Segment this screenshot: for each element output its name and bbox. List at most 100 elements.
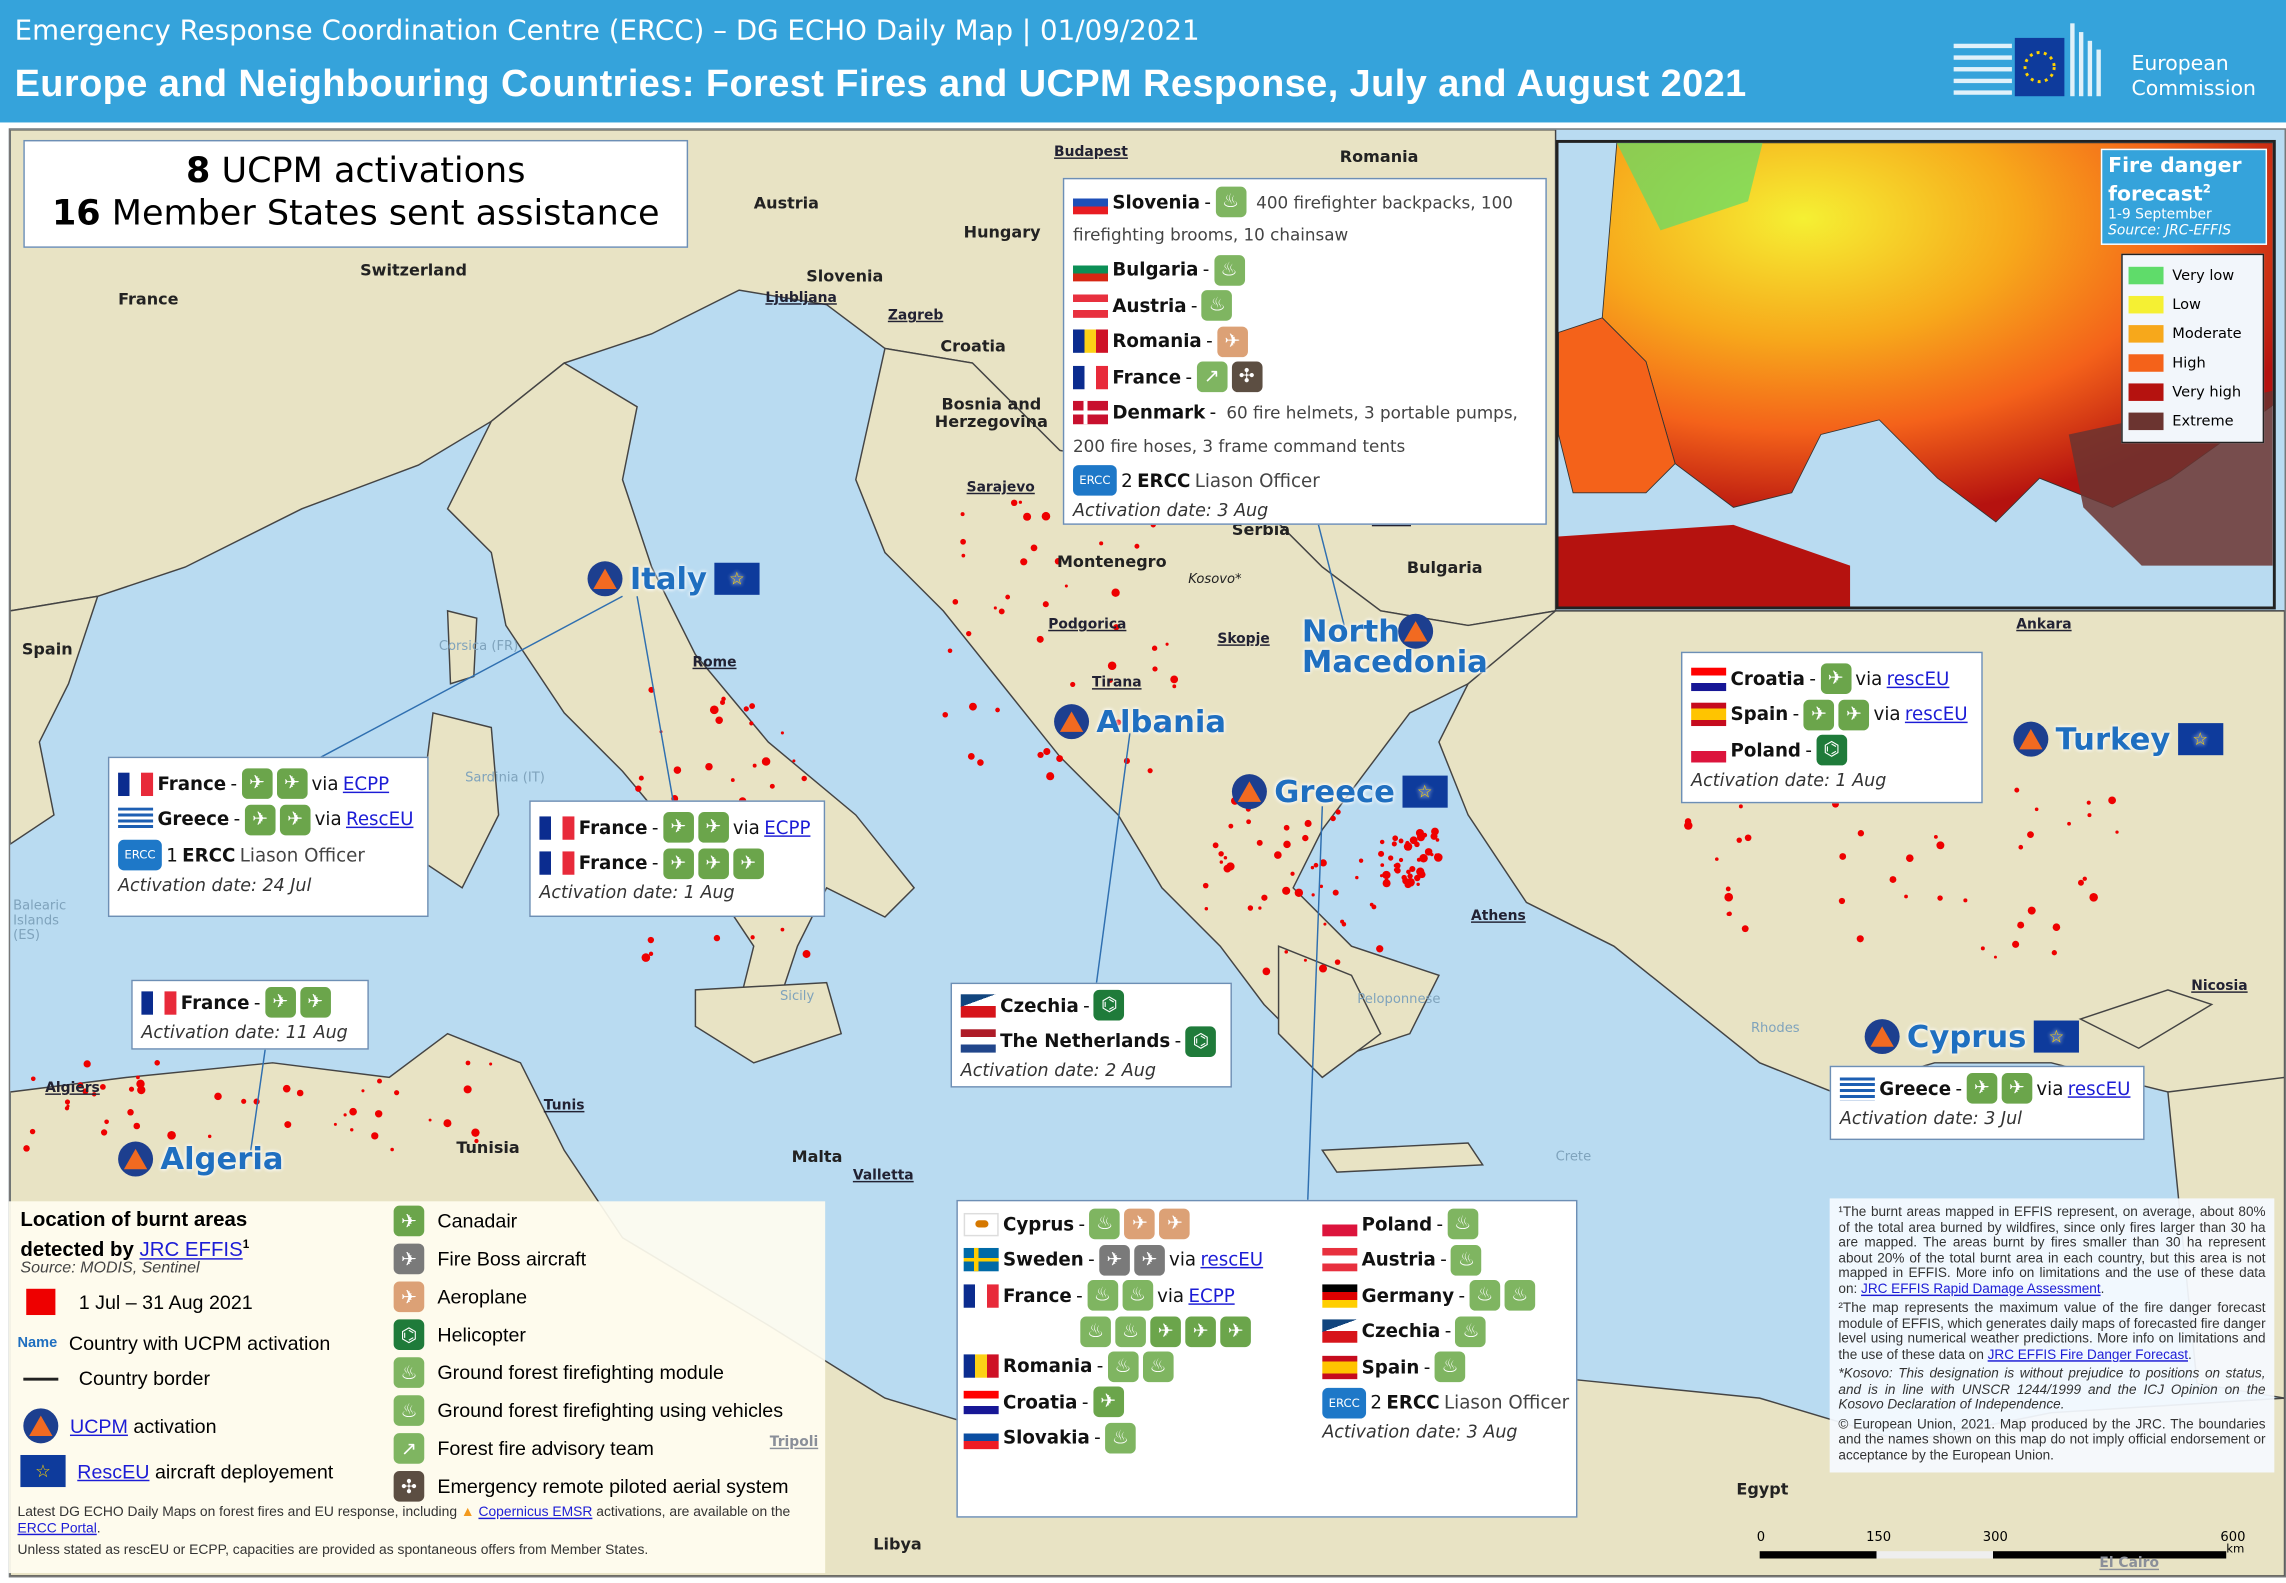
inset-source: Source: JRC-EFFIS [2108, 222, 2232, 239]
ground-firefighting-vehicles-icon: ♨ [1434, 1351, 1466, 1383]
burnt-area-dot [91, 1092, 97, 1097]
country-name: Poland [1361, 1212, 1433, 1235]
activated-country-turkey[interactable]: Turkey ☆ [2013, 721, 2223, 757]
via-label: via [1169, 1247, 1197, 1270]
ercc-text: Liason Officer [239, 843, 365, 866]
activated-country-cyprus[interactable]: Cyprus ☆ [1864, 1019, 2079, 1055]
mechanism-link[interactable]: rescEU [1904, 702, 1968, 725]
burnt-area-dot [792, 759, 796, 763]
country-name: Turkey [2055, 721, 2171, 757]
states-label: Member States sent assistance [111, 192, 660, 234]
scale-tick: 600 [2220, 1530, 2246, 1546]
copernicus-emsr-link[interactable]: Copernicus EMSR [478, 1504, 593, 1521]
dash: - [233, 807, 241, 830]
assistance-row: Croatia - ✈ via rescEU [1691, 662, 1972, 695]
via-label: via [732, 815, 760, 838]
place-label: Spain [21, 640, 73, 659]
capital-label: Tripoli [769, 1434, 819, 1451]
country-name: France [578, 815, 648, 838]
mechanism-link[interactable]: rescEU [1886, 666, 1950, 689]
mechanism-link[interactable]: ECPP [342, 771, 390, 794]
burnt-area-dot [1330, 815, 1336, 822]
country-name: Austria [1112, 293, 1187, 316]
ercc-row: ERCC 2 ERCC Liason Officer [1322, 1386, 1573, 1419]
fire-danger-class: Moderate [2128, 319, 2257, 348]
mechanism-link[interactable]: rescEU [2067, 1076, 2131, 1099]
burnt-area-dot [2017, 921, 2025, 929]
ground-firefighting-vehicles-icon: ♨ [1504, 1280, 1536, 1311]
rescue-link[interactable]: RescEU [77, 1460, 150, 1482]
burnt-area-dot [715, 716, 723, 725]
via-label: via [2036, 1076, 2064, 1099]
burnt-area-dot [2067, 821, 2071, 826]
flag-gr-icon [118, 807, 154, 832]
canadair-icon: ✈ [1966, 1073, 1998, 1104]
ercc-portal-link[interactable]: ERCC Portal [17, 1520, 97, 1537]
class-label: High [2172, 354, 2206, 372]
fire-danger-class: Very low [2128, 261, 2257, 290]
ucpm-activation-icon [1864, 1019, 1900, 1055]
forest-fire-advisory-team-icon: ↗ [393, 1432, 425, 1464]
canadair-icon: ✈ [1092, 1386, 1124, 1418]
country-name: Italy [629, 561, 707, 597]
burnt-area-dot [1744, 834, 1752, 842]
burnt-area-dot [1727, 911, 1732, 917]
burnt-area-dot [1715, 857, 1719, 861]
capital-label: Podgorica [1048, 616, 1127, 633]
burnt-area-dot [780, 731, 784, 735]
flag-es-icon [1322, 1355, 1358, 1379]
burnt-area-dot [960, 538, 966, 545]
burnt-area-dot [1223, 856, 1228, 860]
assistance-row: Czechia - ⌬ [960, 988, 1222, 1021]
burnt-area-dot [1332, 889, 1339, 896]
dash: - [1423, 1355, 1431, 1377]
fire-danger-forecast-link[interactable]: JRC EFFIS Fire Danger Forecast [1987, 1346, 2188, 1361]
burnt-area-dot [1023, 512, 1032, 521]
canadair-icon: ✈ [1803, 699, 1835, 730]
ucpm-link[interactable]: UCPM [69, 1414, 128, 1437]
ucpm-label: activation [133, 1414, 217, 1437]
mechanism-link[interactable]: ECPP [764, 815, 811, 838]
flag-fr-icon [539, 851, 575, 875]
burnt-period: 1 Jul – 31 Aug 2021 [78, 1290, 253, 1313]
burnt-area-dot [1416, 882, 1420, 887]
burnt-area-dot [641, 953, 651, 962]
burnt-area-dot [394, 1090, 400, 1096]
burnt-area-dot [1382, 870, 1391, 880]
burnt-area-dot [1212, 842, 1219, 849]
jrc-effis-link[interactable]: JRC EFFIS [139, 1237, 243, 1261]
place-label: Sicily [779, 989, 815, 1005]
place-label: Croatia [940, 336, 1006, 356]
fire-boss-aircraft-icon: ✈ [393, 1243, 425, 1275]
burnt-area-dot [371, 1132, 379, 1140]
burnt-area-dot [2018, 844, 2024, 850]
burnt-area-dot [1313, 862, 1319, 868]
dash: - [1206, 329, 1213, 352]
country-name: Czechia [1361, 1319, 1441, 1342]
activated-country-greece[interactable]: Greece ☆ [1231, 774, 1448, 810]
burnt-area-dot [998, 608, 1005, 615]
rapid-damage-assessment-link[interactable]: JRC EFFIS Rapid Damage Assessment [1861, 1280, 2101, 1296]
burnt-area-dot [1414, 874, 1421, 882]
burnt-area-dot [1247, 905, 1254, 911]
activated-country-italy[interactable]: Italy ☆ [587, 561, 760, 597]
burnt-area-dot [1741, 925, 1749, 933]
country-name: France [180, 990, 250, 1013]
mechanism-link[interactable]: RescEU [346, 807, 414, 830]
burnt-area-dot [960, 512, 965, 517]
mechanism-link[interactable]: ECPP [1188, 1283, 1235, 1306]
burnt-area-dot [443, 1119, 452, 1128]
summary-box: 8 UCPM activations 16 Member States sent… [23, 139, 689, 248]
burnt-area-dot [2108, 796, 2116, 805]
legend-means-item: ✣ Emergency remote piloted aerial system [393, 1469, 793, 1501]
mechanism-link[interactable]: rescEU [1200, 1247, 1264, 1270]
place-label: Bosnia and Herzegovina [934, 395, 1048, 432]
burnt-area-dot [942, 711, 949, 718]
activated-country-north-macedonia[interactable]: North Macedonia [1302, 613, 1506, 678]
burnt-area-dot [1010, 499, 1018, 507]
activated-country-albania[interactable]: Albania [1054, 704, 1226, 740]
burnt-area-dot [743, 706, 749, 712]
burnt-area-dot [1262, 967, 1271, 976]
activated-country-algeria[interactable]: Algeria [118, 1141, 283, 1177]
